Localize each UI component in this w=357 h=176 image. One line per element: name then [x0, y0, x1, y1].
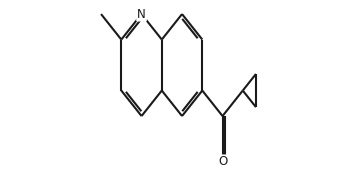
Text: O: O: [218, 155, 227, 168]
Text: N: N: [137, 8, 146, 21]
